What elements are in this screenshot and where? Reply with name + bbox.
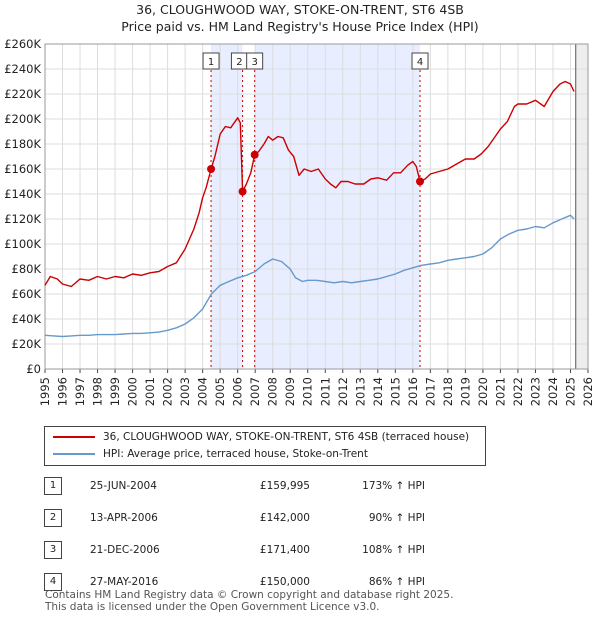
sale-label-box [246, 52, 264, 70]
legend-swatch-property [53, 436, 95, 438]
y-tick-label: £160K [4, 162, 41, 176]
sale-row: 2 13-APR-2006 £142,000 90% ↑ HPI [44, 502, 425, 534]
series-line [44, 80, 575, 288]
x-tick-label: 2020 [476, 377, 490, 406]
x-tick-label: 2021 [493, 377, 507, 406]
x-tick-label: 2016 [406, 377, 420, 406]
y-tick-label: £200K [4, 112, 41, 126]
x-tick-label: 2010 [301, 377, 315, 406]
sale-label-number: 2 [236, 57, 242, 68]
sale-period-shade [254, 44, 421, 369]
chart-subtitle: Price paid vs. HM Land Registry's House … [121, 19, 479, 34]
x-tick-label: 1996 [56, 377, 70, 406]
x-tick-label: 2018 [441, 377, 455, 406]
sale-date: 13-APR-2006 [90, 512, 158, 524]
x-tick-label: 2002 [161, 377, 175, 406]
y-tick-label: £140K [4, 187, 41, 201]
y-tick-label: £100K [4, 237, 41, 251]
x-tick-label: 2011 [318, 377, 332, 406]
x-tick-label: 2000 [126, 377, 140, 406]
sale-hpi-change: 90% ↑ HPI [368, 512, 425, 524]
series-line [44, 214, 575, 338]
sale-label-box [202, 52, 220, 70]
projection-shade [575, 44, 588, 369]
sale-hpi-change: 173% ↑ HPI [362, 480, 425, 492]
sale-hpi-change: 108% ↑ HPI [362, 544, 425, 556]
x-tick-label: 2017 [423, 377, 437, 406]
x-tick-label: 2007 [248, 377, 262, 406]
sale-date: 25-JUN-2004 [90, 480, 157, 492]
y-tick-label: £220K [4, 87, 41, 101]
x-tick-label: 2012 [336, 377, 350, 406]
x-tick-label: 2013 [353, 377, 367, 406]
sales-table: 1 25-JUN-2004 £159,995 173% ↑ HPI 2 13-A… [44, 470, 425, 598]
y-tick-label: £240K [4, 62, 41, 76]
y-tick-label: £40K [12, 312, 42, 326]
sale-point [416, 177, 425, 186]
legend-item-property: 36, CLOUGHWOOD WAY, STOKE-ON-TRENT, ST6 … [53, 429, 469, 445]
y-tick-label: £20K [12, 337, 42, 351]
sale-price: £171,400 [259, 544, 310, 556]
y-tick-label: £180K [4, 137, 41, 151]
sale-number-badge: 4 [44, 573, 62, 591]
y-tick-label: £60K [12, 287, 42, 301]
chart-legend: 36, CLOUGHWOOD WAY, STOKE-ON-TRENT, ST6 … [44, 426, 486, 466]
price-chart: £0 £20K £40K £60K £80K £100K £120K £140K £160K £1… [4, 37, 595, 406]
x-tick-label: 2005 [213, 377, 227, 406]
plot-border [44, 43, 589, 370]
x-tick-label: 1999 [108, 377, 122, 406]
sale-price: £142,000 [259, 512, 310, 524]
x-tick-label: 2023 [528, 377, 542, 406]
x-tick-label: 2024 [546, 377, 560, 406]
sale-point [238, 187, 247, 196]
legend-item-hpi: HPI: Average price, terraced house, Stok… [53, 446, 368, 462]
sale-hpi-change: 86% ↑ HPI [368, 576, 425, 588]
sale-number-badge: 3 [44, 541, 62, 559]
footer: Contains HM Land Registry data © Crown c… [45, 589, 453, 613]
chart-title: 36, CLOUGHWOOD WAY, STOKE-ON-TRENT, ST6 … [136, 2, 464, 17]
sale-row: 1 25-JUN-2004 £159,995 173% ↑ HPI [44, 470, 425, 502]
y-tick-label: £260K [4, 37, 41, 51]
legend-swatch-hpi [53, 453, 95, 455]
sale-label-box [411, 52, 429, 70]
footer-line-2: This data is licensed under the Open Gov… [45, 601, 380, 613]
legend-label-hpi: HPI: Average price, terraced house, Stok… [103, 448, 368, 460]
x-tick-label: 2001 [143, 377, 157, 406]
x-tick-label: 2019 [458, 377, 472, 406]
sale-price: £159,995 [259, 480, 310, 492]
x-tick-label: 2015 [388, 377, 402, 406]
x-tick-label: 1997 [73, 377, 87, 406]
x-tick-label: 1998 [91, 377, 105, 406]
x-tick-label: 2004 [196, 377, 210, 406]
x-tick-label: 2003 [178, 377, 192, 406]
sale-point [250, 150, 259, 159]
legend-label-property: 36, CLOUGHWOOD WAY, STOKE-ON-TRENT, ST6 … [103, 431, 470, 443]
x-tick-label: 2009 [283, 377, 297, 406]
sale-label-number: 1 [208, 57, 214, 68]
x-tick-label: 2025 [563, 377, 577, 406]
x-tick-label: 2014 [371, 377, 385, 406]
sale-number-badge: 2 [44, 509, 62, 527]
sale-label-number: 3 [251, 57, 257, 68]
x-tick-label: 2022 [511, 377, 525, 406]
sale-row: 3 21-DEC-2006 £171,400 108% ↑ HPI [44, 534, 425, 566]
x-tick-label: 1995 [38, 377, 52, 406]
x-tick-label: 2026 [581, 377, 595, 406]
sale-row: 4 27-MAY-2016 £150,000 86% ↑ HPI [44, 566, 425, 598]
sale-label-number: 4 [417, 57, 423, 68]
y-tick-label: £0 [26, 362, 41, 376]
x-tick-label: 2006 [231, 377, 245, 406]
sale-date: 27-MAY-2016 [90, 576, 159, 588]
sale-point [207, 165, 216, 174]
y-tick-label: £120K [4, 212, 41, 226]
sale-price: £150,000 [259, 576, 310, 588]
sale-date: 21-DEC-2006 [90, 544, 160, 556]
y-tick-label: £80K [12, 262, 42, 276]
x-tick-label: 2008 [266, 377, 280, 406]
footer-line-1: Contains HM Land Registry data © Crown c… [45, 589, 454, 601]
sale-number-badge: 1 [44, 477, 62, 495]
